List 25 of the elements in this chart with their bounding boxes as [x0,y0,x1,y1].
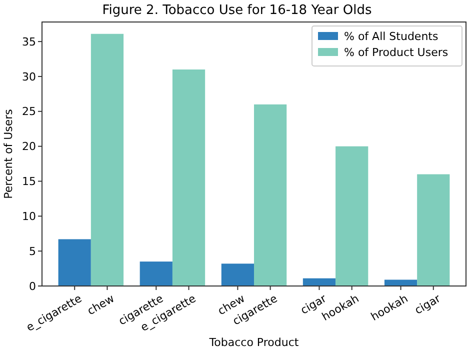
y-tick-label: 20 [22,140,36,154]
bar [140,262,172,286]
y-tick-label: 5 [29,244,36,258]
bar [58,239,91,286]
y-tick-label: 0 [29,280,36,293]
y-tick-label: 10 [22,210,36,224]
bar [172,69,206,286]
bar [417,174,450,286]
y-tick-label: 25 [22,105,36,118]
bar [254,104,287,286]
x-tick-label: chew [85,292,117,318]
bar [221,264,254,286]
chart-title: Figure 2. Tobacco Use for 16-18 Year Olds [102,3,372,18]
bar [90,34,124,286]
legend-label: % of All Students [344,30,438,43]
bar [302,278,336,286]
y-tick-label: 15 [22,175,36,188]
bar [384,280,418,286]
legend-label: % of Product Users [344,46,448,59]
y-tick-label: 35 [22,35,36,48]
x-axis-title: Tobacco Product [208,336,300,349]
bar [336,146,368,286]
y-tick-label: 30 [22,70,36,84]
x-tick-label: cigar [412,292,444,317]
y-axis-title: Percent of Users [2,108,15,199]
